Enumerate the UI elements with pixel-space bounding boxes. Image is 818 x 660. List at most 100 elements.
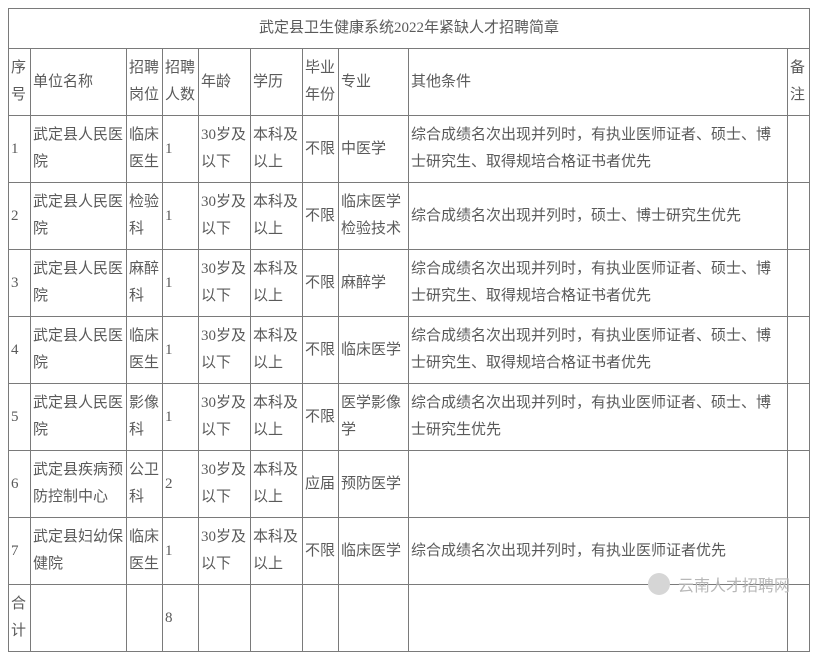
table-row: 7武定县妇幼保健院临床医生130岁及以下本科及以上不限临床医学综合成绩名次出现并…: [9, 518, 810, 585]
header-other: 其他条件: [409, 49, 788, 116]
cell-count: 1: [163, 317, 199, 384]
total-empty: [251, 585, 303, 652]
cell-other: 综合成绩名次出现并列时，有执业医师证者、硕士、博士研究生优先: [409, 384, 788, 451]
cell-count: 1: [163, 116, 199, 183]
cell-remark: [787, 183, 809, 250]
cell-remark: [787, 518, 809, 585]
cell-other: [409, 451, 788, 518]
total-empty: [787, 585, 809, 652]
cell-other: 综合成绩名次出现并列时，硕士、博士研究生优先: [409, 183, 788, 250]
cell-unit: 武定县妇幼保健院: [31, 518, 127, 585]
cell-edu: 本科及以上: [251, 518, 303, 585]
total-empty: [199, 585, 251, 652]
total-empty: [409, 585, 788, 652]
cell-seq: 3: [9, 250, 31, 317]
cell-position: 麻醉科: [127, 250, 163, 317]
cell-unit: 武定县人民医院: [31, 183, 127, 250]
total-label: 合计: [9, 585, 31, 652]
cell-remark: [787, 317, 809, 384]
cell-grad: 不限: [303, 183, 339, 250]
cell-position: 影像科: [127, 384, 163, 451]
total-empty: [339, 585, 409, 652]
cell-major: 临床医学检验技术: [339, 183, 409, 250]
cell-unit: 武定县人民医院: [31, 250, 127, 317]
header-count: 招聘人数: [163, 49, 199, 116]
total-empty: [31, 585, 127, 652]
cell-edu: 本科及以上: [251, 250, 303, 317]
cell-grad: 应届: [303, 451, 339, 518]
cell-seq: 4: [9, 317, 31, 384]
cell-major: 麻醉学: [339, 250, 409, 317]
cell-count: 1: [163, 183, 199, 250]
cell-grad: 不限: [303, 250, 339, 317]
cell-remark: [787, 116, 809, 183]
cell-position: 公卫科: [127, 451, 163, 518]
cell-age: 30岁及以下: [199, 183, 251, 250]
header-position: 招聘岗位: [127, 49, 163, 116]
cell-seq: 2: [9, 183, 31, 250]
cell-remark: [787, 451, 809, 518]
cell-count: 1: [163, 518, 199, 585]
cell-age: 30岁及以下: [199, 116, 251, 183]
cell-major: 预防医学: [339, 451, 409, 518]
cell-count: 1: [163, 250, 199, 317]
cell-other: 综合成绩名次出现并列时，有执业医师证者、硕士、博士研究生、取得规培合格证书者优先: [409, 250, 788, 317]
recruitment-table: 武定县卫生健康系统2022年紧缺人才招聘简章 序号 单位名称 招聘岗位 招聘人数…: [8, 8, 810, 652]
cell-age: 30岁及以下: [199, 250, 251, 317]
cell-edu: 本科及以上: [251, 116, 303, 183]
header-row: 序号 单位名称 招聘岗位 招聘人数 年龄 学历 毕业年份 专业 其他条件 备注: [9, 49, 810, 116]
table-row: 5武定县人民医院影像科130岁及以下本科及以上不限医学影像学综合成绩名次出现并列…: [9, 384, 810, 451]
cell-position: 临床医生: [127, 116, 163, 183]
cell-edu: 本科及以上: [251, 317, 303, 384]
header-major: 专业: [339, 49, 409, 116]
cell-remark: [787, 384, 809, 451]
table-row: 1武定县人民医院临床医生130岁及以下本科及以上不限中医学综合成绩名次出现并列时…: [9, 116, 810, 183]
cell-seq: 1: [9, 116, 31, 183]
cell-other: 综合成绩名次出现并列时，有执业医师证者、硕士、博士研究生、取得规培合格证书者优先: [409, 317, 788, 384]
cell-grad: 不限: [303, 384, 339, 451]
cell-major: 医学影像学: [339, 384, 409, 451]
cell-unit: 武定县人民医院: [31, 116, 127, 183]
cell-seq: 6: [9, 451, 31, 518]
cell-age: 30岁及以下: [199, 384, 251, 451]
cell-grad: 不限: [303, 518, 339, 585]
cell-edu: 本科及以上: [251, 183, 303, 250]
total-empty: [303, 585, 339, 652]
cell-grad: 不限: [303, 317, 339, 384]
cell-major: 临床医学: [339, 317, 409, 384]
total-row: 合计 8: [9, 585, 810, 652]
cell-position: 检验科: [127, 183, 163, 250]
cell-position: 临床医生: [127, 518, 163, 585]
cell-seq: 5: [9, 384, 31, 451]
cell-grad: 不限: [303, 116, 339, 183]
cell-age: 30岁及以下: [199, 451, 251, 518]
cell-position: 临床医生: [127, 317, 163, 384]
table-title: 武定县卫生健康系统2022年紧缺人才招聘简章: [9, 9, 810, 49]
header-remark: 备注: [787, 49, 809, 116]
cell-count: 1: [163, 384, 199, 451]
cell-age: 30岁及以下: [199, 518, 251, 585]
cell-count: 2: [163, 451, 199, 518]
cell-seq: 7: [9, 518, 31, 585]
title-row: 武定县卫生健康系统2022年紧缺人才招聘简章: [9, 9, 810, 49]
cell-unit: 武定县人民医院: [31, 317, 127, 384]
table-row: 3武定县人民医院麻醉科130岁及以下本科及以上不限麻醉学综合成绩名次出现并列时，…: [9, 250, 810, 317]
cell-age: 30岁及以下: [199, 317, 251, 384]
header-age: 年龄: [199, 49, 251, 116]
cell-remark: [787, 250, 809, 317]
header-edu: 学历: [251, 49, 303, 116]
table-row: 6武定县疾病预防控制中心公卫科230岁及以下本科及以上应届预防医学: [9, 451, 810, 518]
cell-unit: 武定县疾病预防控制中心: [31, 451, 127, 518]
cell-other: 综合成绩名次出现并列时，有执业医师证者、硕士、博士研究生、取得规培合格证书者优先: [409, 116, 788, 183]
table-row: 2武定县人民医院检验科130岁及以下本科及以上不限临床医学检验技术综合成绩名次出…: [9, 183, 810, 250]
header-grad: 毕业年份: [303, 49, 339, 116]
cell-edu: 本科及以上: [251, 384, 303, 451]
cell-other: 综合成绩名次出现并列时，有执业医师证者优先: [409, 518, 788, 585]
cell-major: 中医学: [339, 116, 409, 183]
total-empty: [127, 585, 163, 652]
cell-edu: 本科及以上: [251, 451, 303, 518]
cell-major: 临床医学: [339, 518, 409, 585]
header-unit: 单位名称: [31, 49, 127, 116]
header-seq: 序号: [9, 49, 31, 116]
cell-unit: 武定县人民医院: [31, 384, 127, 451]
